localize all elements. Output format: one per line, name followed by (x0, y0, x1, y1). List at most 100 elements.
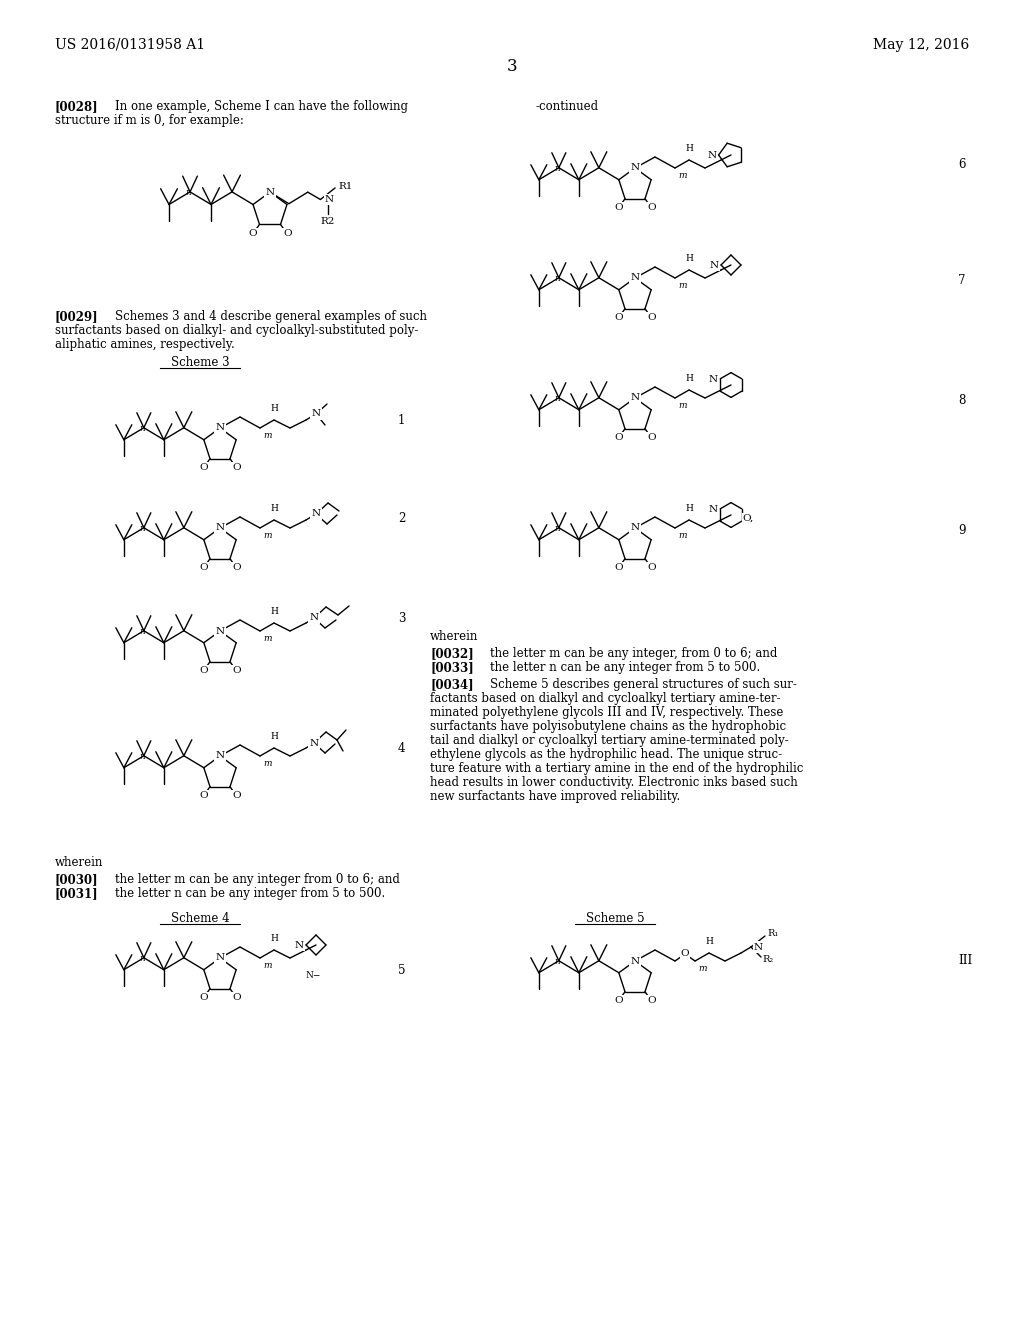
Text: N: N (709, 375, 718, 384)
Text: n: n (554, 393, 560, 403)
Text: N: N (754, 942, 763, 952)
Text: n: n (554, 957, 560, 966)
Text: H: H (685, 504, 693, 513)
Text: n: n (554, 524, 560, 533)
Text: n: n (554, 164, 560, 173)
Text: wherein: wherein (430, 630, 478, 643)
Text: H: H (270, 504, 278, 513)
Text: Scheme 3: Scheme 3 (171, 356, 229, 370)
Text: m: m (263, 759, 271, 768)
Text: surfactants have polyisobutylene chains as the hydrophobic: surfactants have polyisobutylene chains … (430, 719, 786, 733)
Text: O: O (283, 230, 292, 239)
Text: O: O (647, 564, 655, 572)
Text: n: n (139, 752, 144, 760)
Text: N: N (215, 751, 224, 760)
Text: 6: 6 (958, 158, 966, 172)
Text: N: N (215, 953, 224, 962)
Text: R2: R2 (321, 218, 335, 226)
Text: tail and dialkyl or cycloalkyl tertiary amine-terminated poly-: tail and dialkyl or cycloalkyl tertiary … (430, 734, 788, 747)
Text: structure if m is 0, for example:: structure if m is 0, for example: (55, 114, 244, 127)
Text: n: n (139, 627, 144, 636)
Text: O: O (647, 313, 655, 322)
Text: O: O (647, 997, 655, 1005)
Text: m: m (678, 172, 686, 180)
Text: wherein: wherein (55, 855, 103, 869)
Text: O: O (647, 203, 655, 213)
Text: N: N (215, 627, 224, 635)
Text: Scheme 5 describes general structures of such sur-: Scheme 5 describes general structures of… (490, 678, 797, 690)
Text: n: n (185, 189, 190, 197)
Text: H: H (685, 253, 693, 263)
Text: [0033]: [0033] (430, 661, 474, 675)
Text: 5: 5 (398, 964, 406, 977)
Text: [0034]: [0034] (430, 678, 474, 690)
Text: R1: R1 (338, 182, 352, 191)
Text: m: m (698, 964, 707, 973)
Text: n: n (139, 954, 144, 962)
Text: N−: N− (306, 972, 322, 981)
Text: -continued: -continued (535, 100, 598, 114)
Text: H: H (685, 144, 693, 153)
Text: O: O (232, 463, 241, 473)
Text: N: N (631, 164, 640, 173)
Text: the letter m can be any integer from 0 to 6; and: the letter m can be any integer from 0 t… (115, 873, 400, 886)
Text: N: N (215, 424, 224, 433)
Text: m: m (263, 634, 271, 643)
Text: May 12, 2016: May 12, 2016 (872, 38, 969, 51)
Text: US 2016/0131958 A1: US 2016/0131958 A1 (55, 38, 205, 51)
Text: O: O (614, 564, 623, 572)
Text: O: O (200, 564, 208, 572)
Text: H: H (270, 935, 278, 942)
Text: factants based on dialkyl and cycloalkyl tertiary amine-ter-: factants based on dialkyl and cycloalkyl… (430, 692, 780, 705)
Text: Schemes 3 and 4 describe general examples of such: Schemes 3 and 4 describe general example… (115, 310, 427, 323)
Text: R₁: R₁ (767, 929, 778, 939)
Text: O: O (200, 791, 208, 800)
Text: H: H (270, 404, 278, 413)
Text: O: O (232, 993, 241, 1002)
Text: O: O (232, 667, 241, 675)
Text: 8: 8 (958, 393, 966, 407)
Text: 3: 3 (398, 611, 406, 624)
Text: N: N (708, 150, 717, 160)
Text: O: O (200, 993, 208, 1002)
Text: N: N (295, 940, 304, 949)
Text: N: N (631, 273, 640, 282)
Text: N: N (709, 506, 718, 515)
Text: n: n (139, 524, 144, 533)
Text: N: N (311, 510, 321, 519)
Text: m: m (678, 531, 686, 540)
Text: N: N (309, 738, 318, 747)
Text: O: O (200, 667, 208, 675)
Text: [0029]: [0029] (55, 310, 98, 323)
Text: [0030]: [0030] (55, 873, 98, 886)
Text: the letter n can be any integer from 5 to 500.: the letter n can be any integer from 5 t… (115, 887, 385, 900)
Text: O: O (681, 949, 689, 958)
Text: H: H (270, 733, 278, 741)
Text: N: N (215, 524, 224, 532)
Text: minated polyethylene glycols III and IV, respectively. These: minated polyethylene glycols III and IV,… (430, 706, 783, 719)
Text: O: O (249, 230, 257, 239)
Text: surfactants based on dialkyl- and cycloalkyl-substituted poly-: surfactants based on dialkyl- and cycloa… (55, 323, 419, 337)
Text: m: m (678, 281, 686, 290)
Text: O: O (614, 997, 623, 1005)
Text: new surfactants have improved reliability.: new surfactants have improved reliabilit… (430, 789, 680, 803)
Text: Scheme 5: Scheme 5 (586, 912, 644, 925)
Text: H: H (270, 607, 278, 616)
Text: the letter m can be any integer, from 0 to 6; and: the letter m can be any integer, from 0 … (490, 647, 777, 660)
Text: m: m (263, 432, 271, 440)
Text: m: m (263, 531, 271, 540)
Text: 9: 9 (958, 524, 966, 536)
Text: N: N (311, 409, 321, 418)
Text: O: O (614, 433, 623, 442)
Text: N: N (325, 195, 334, 205)
Text: m: m (678, 401, 686, 411)
Text: O: O (232, 791, 241, 800)
Text: [0031]: [0031] (55, 887, 98, 900)
Text: H: H (685, 374, 693, 383)
Text: N: N (631, 393, 640, 403)
Text: aliphatic amines, respectively.: aliphatic amines, respectively. (55, 338, 234, 351)
Text: N: N (631, 524, 640, 532)
Text: Scheme 4: Scheme 4 (171, 912, 229, 925)
Text: [0028]: [0028] (55, 100, 98, 114)
Text: [0032]: [0032] (430, 647, 474, 660)
